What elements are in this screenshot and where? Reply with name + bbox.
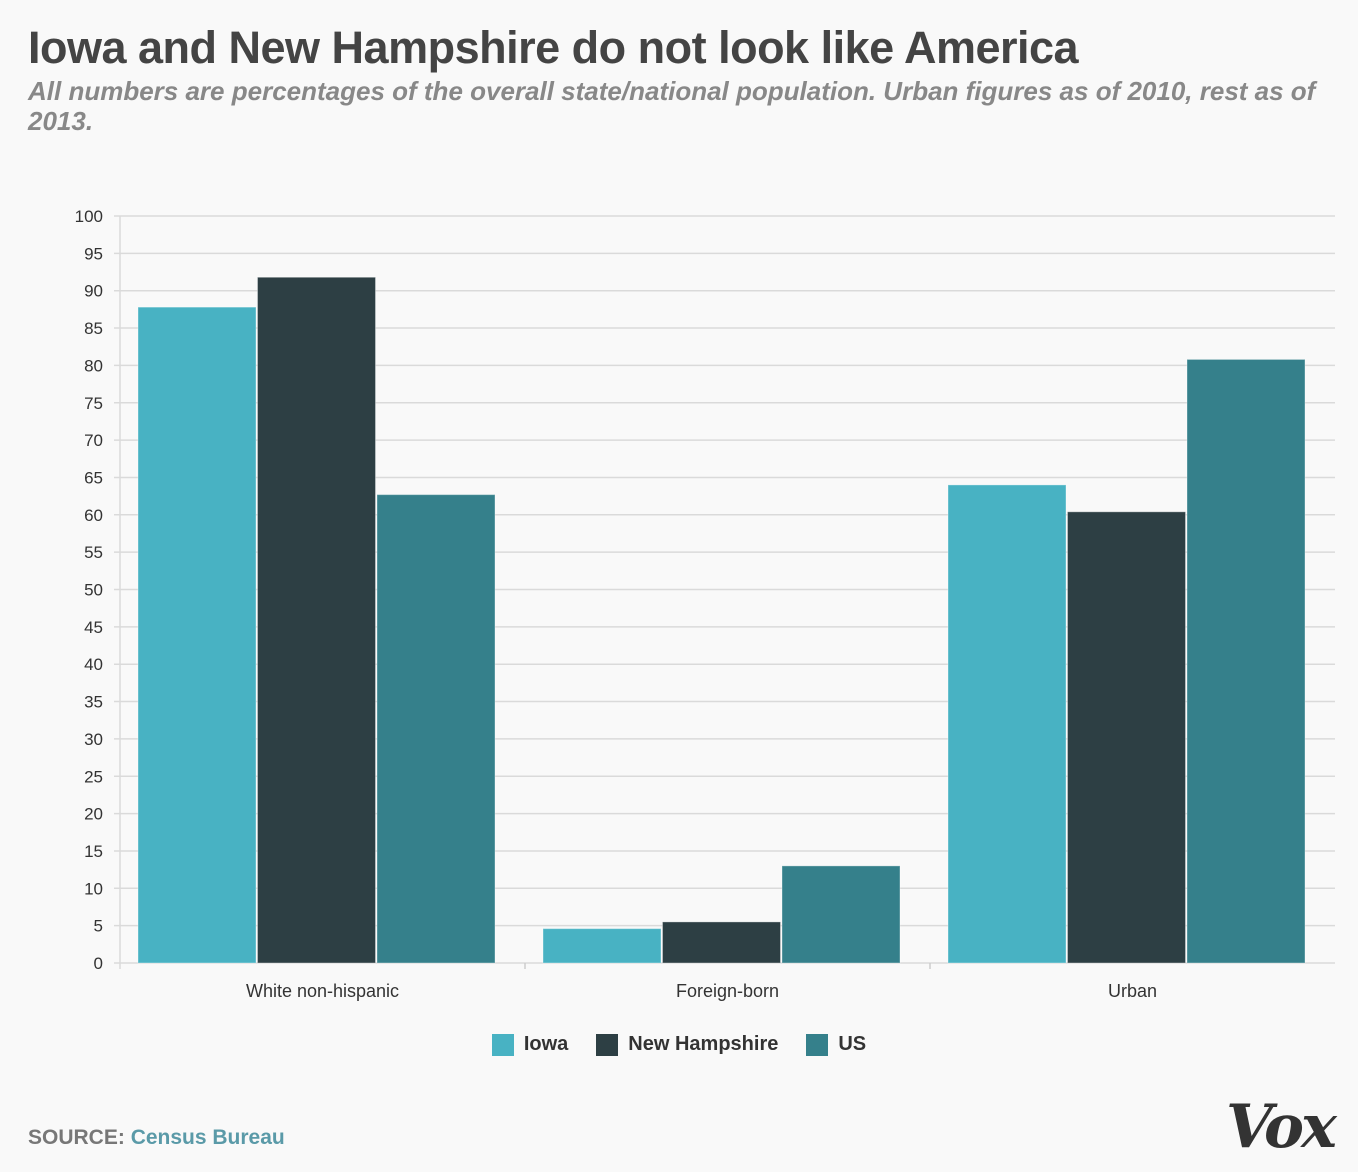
bar-iowa	[137, 306, 257, 964]
y-tick-label: 95	[84, 244, 103, 263]
y-tick-label: 75	[84, 394, 103, 413]
y-tick-label: 30	[84, 730, 103, 749]
bar-new-hampshire	[1067, 511, 1186, 964]
y-tick-label: 0	[94, 954, 103, 973]
legend-swatch	[806, 1033, 829, 1056]
legend-item[interactable]: Iowa	[491, 1033, 569, 1056]
legend-label: Iowa	[523, 1033, 569, 1055]
y-tick-label: 70	[84, 431, 103, 450]
y-tick-label: 100	[75, 207, 103, 226]
legend-label: New Hampshire	[628, 1033, 779, 1055]
chart-subtitle: All numbers are percentages of the overa…	[28, 76, 1316, 136]
legend-swatch	[596, 1033, 619, 1056]
bar-new-hampshire	[662, 921, 781, 964]
chart-title: Iowa and New Hampshire do not look like …	[28, 22, 1079, 73]
vox-logo: Vox	[1226, 1092, 1337, 1162]
bar-iowa	[542, 928, 662, 964]
legend-label: US	[838, 1033, 867, 1055]
y-tick-label: 25	[84, 767, 103, 786]
bar-iowa	[947, 484, 1067, 964]
y-tick-label: 35	[84, 693, 103, 712]
legend-item[interactable]: New Hampshire	[596, 1033, 778, 1056]
y-tick-label: 90	[84, 282, 103, 301]
bar-chart: 0 5 10 15 20 25 30 35 40 45 50 55 60 65 70 75 80 85 90 95 10…	[75, 207, 1335, 1001]
y-tick-label: 85	[84, 319, 103, 338]
legend: Iowa New Hampshire US	[0, 1033, 1358, 1056]
y-tick-label: 5	[94, 917, 103, 936]
y-tick-label: 80	[84, 356, 103, 375]
y-tick-label: 55	[84, 543, 103, 562]
y-tick-label: 45	[84, 618, 103, 637]
legend-swatch	[491, 1033, 514, 1056]
y-tick-label: 65	[84, 468, 103, 487]
x-category-label: Urban	[1108, 981, 1157, 1001]
y-tick-label: 10	[84, 879, 103, 898]
source-link[interactable]: Census Bureau	[130, 1126, 285, 1149]
source-label: SOURCE:	[28, 1126, 125, 1149]
source-note: SOURCE: Census Bureau	[28, 1126, 285, 1150]
bar-new-hampshire	[257, 276, 376, 964]
legend-item[interactable]: US	[806, 1033, 866, 1056]
y-tick-label: 20	[84, 805, 103, 824]
y-tick-label: 40	[84, 655, 103, 674]
bar-us	[1186, 358, 1306, 964]
y-tick-label: 15	[84, 842, 103, 861]
y-tick-label: 60	[84, 506, 103, 525]
x-category-label: Foreign-born	[676, 981, 779, 1001]
y-tick-label: 50	[84, 581, 103, 600]
x-category-label: White non-hispanic	[246, 981, 399, 1001]
bar-us	[781, 865, 901, 964]
bar-us	[376, 494, 496, 964]
